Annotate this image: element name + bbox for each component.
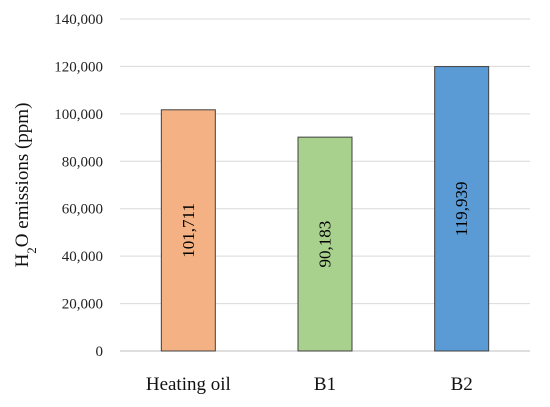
bars: 101,711 90,183 119,939 (160, 66, 490, 352)
bar-value-label: 90,183 (316, 221, 335, 268)
y-tick-label: 120,000 (54, 59, 103, 75)
y-tick-label: 80,000 (62, 154, 103, 170)
bar-b2 (434, 66, 490, 352)
x-axis-labels: Heating oil B1 B2 (146, 374, 473, 395)
y-axis-title-main: H (12, 253, 33, 267)
y-axis-title-rest: O emissions (ppm) (12, 103, 33, 248)
y-axis-title: H2O emissions (ppm) (12, 103, 39, 268)
y-tick-label: 0 (96, 344, 104, 360)
x-category-label: B1 (314, 374, 336, 395)
y-axis-title-subscript: 2 (24, 247, 39, 254)
x-category-label: Heating oil (146, 374, 231, 395)
y-tick-label: 100,000 (54, 107, 103, 123)
bar-b1 (297, 136, 353, 352)
x-category-label: B2 (451, 374, 473, 395)
bar-value-label: 119,939 (452, 181, 471, 236)
bar-value-label: 101,711 (179, 203, 198, 258)
y-tick-label: 60,000 (62, 202, 103, 218)
y-axis-ticks: 0 20,000 40,000 60,000 80,000 100,000 120,000 1… (54, 12, 103, 360)
y-tick-label: 40,000 (62, 249, 103, 265)
y-tick-label: 20,000 (62, 297, 103, 313)
bar-heating-oil (160, 109, 216, 352)
y-tick-label: 140,000 (54, 12, 103, 28)
